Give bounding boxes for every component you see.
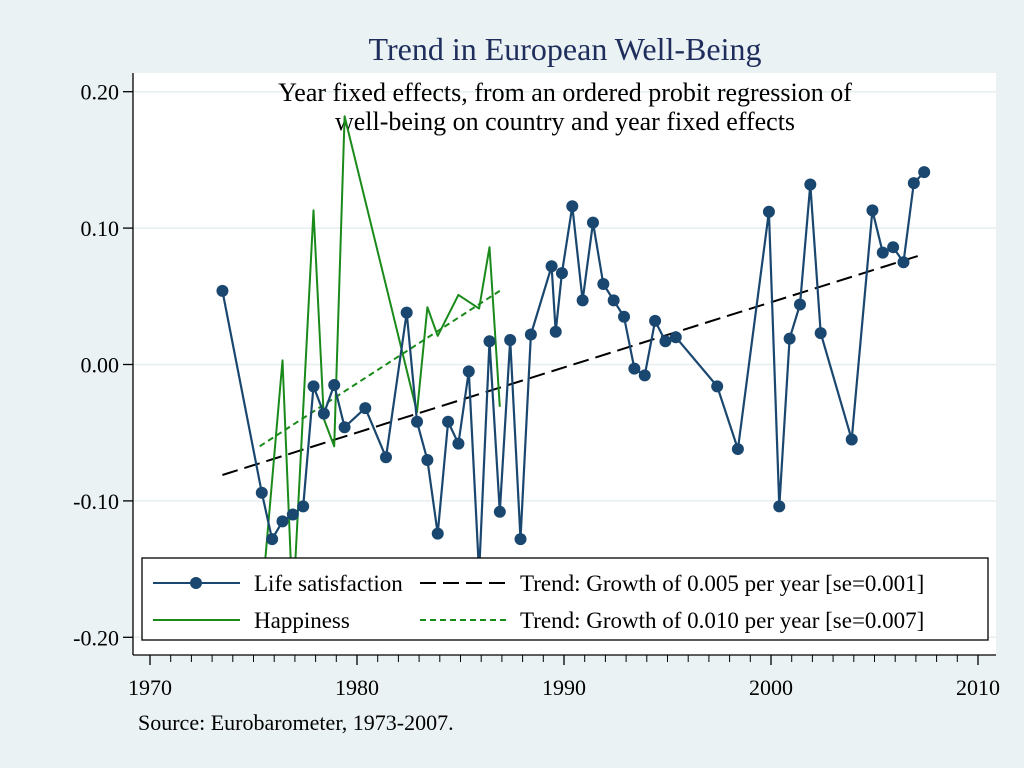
y-tick-label-1: 0.10: [81, 216, 120, 241]
life-satisfaction-point-7: [317, 407, 330, 420]
x-tick-label-1: 1980: [335, 675, 379, 700]
life-satisfaction-point-1: [255, 486, 268, 499]
life-satisfaction-point-10: [359, 402, 372, 415]
subtitle-line-2: well-being on country and year fixed eff…: [335, 107, 795, 136]
series-line-3: [259, 288, 503, 448]
chart-title: Trend in European Well-Being: [369, 31, 762, 67]
life-satisfaction-point-30: [586, 216, 599, 229]
source-note: Source: Eurobarometer, 1973-2007.: [138, 710, 454, 735]
life-satisfaction-point-23: [514, 533, 527, 546]
life-satisfaction-point-28: [566, 200, 579, 213]
life-satisfaction-point-13: [411, 415, 424, 428]
life-satisfaction-point-6: [307, 380, 320, 393]
life-satisfaction-point-27: [555, 267, 568, 280]
life-satisfaction-point-35: [638, 369, 651, 382]
life-satisfaction-point-32: [607, 294, 620, 307]
life-satisfaction-point-8: [328, 378, 341, 391]
x-tick-label-3: 2000: [749, 675, 793, 700]
x-tick-label-4: 2010: [956, 675, 1000, 700]
life-satisfaction-point-9: [338, 421, 351, 434]
subtitle-line-1: Year fixed effects, from an ordered prob…: [278, 78, 852, 107]
y-tick-label-3: -0.10: [73, 489, 119, 514]
x-tick-label-2: 1990: [542, 675, 586, 700]
life-satisfaction-point-41: [762, 205, 775, 218]
life-satisfaction-point-53: [918, 166, 931, 179]
y-tick-label-0: 0.20: [81, 80, 120, 105]
life-satisfaction-point-43: [783, 332, 796, 345]
life-satisfaction-point-38: [669, 331, 682, 344]
life-satisfaction-point-25: [545, 260, 558, 273]
life-satisfaction-point-44: [793, 298, 806, 311]
legend-label-life-satisfaction: Life satisfaction: [254, 571, 403, 596]
life-satisfaction-point-2: [266, 533, 279, 546]
gridlines: [133, 90, 996, 639]
life-satisfaction-point-26: [549, 325, 562, 338]
x-tick-label-0: 1970: [128, 675, 172, 700]
life-satisfaction-point-3: [276, 515, 289, 528]
life-satisfaction-point-48: [866, 204, 879, 217]
life-satisfaction-point-24: [524, 328, 537, 341]
series-layer: [216, 115, 931, 624]
y-tick-label-2: 0.00: [81, 353, 120, 378]
life-satisfaction-point-49: [876, 246, 889, 259]
life-satisfaction-point-37: [659, 335, 672, 348]
life-satisfaction-point-46: [814, 327, 827, 340]
life-satisfaction-point-0: [216, 284, 229, 297]
legend-label-happiness: Happiness: [254, 608, 350, 633]
life-satisfaction-point-11: [379, 451, 392, 464]
life-satisfaction-point-40: [731, 443, 744, 456]
life-satisfaction-point-52: [907, 177, 920, 190]
chart-subtitle: Year fixed effects, from an ordered prob…: [278, 78, 852, 136]
legend-label-trend-happiness: Trend: Growth of 0.010 per year [se=0.00…: [520, 608, 924, 633]
life-satisfaction-point-45: [804, 178, 817, 191]
y-tick-label-4: -0.20: [73, 625, 119, 650]
legend-box: [141, 557, 989, 641]
life-satisfaction-point-31: [597, 278, 610, 291]
life-satisfaction-point-17: [452, 437, 465, 450]
life-satisfaction-point-34: [628, 362, 641, 375]
legend: Life satisfaction Trend: Growth of 0.005…: [141, 557, 989, 641]
life-satisfaction-point-14: [421, 453, 434, 466]
life-satisfaction-point-22: [504, 333, 517, 346]
legend-label-trend-life: Trend: Growth of 0.005 per year [se=0.00…: [520, 571, 924, 596]
life-satisfaction-point-36: [649, 314, 662, 327]
life-satisfaction-point-15: [431, 527, 444, 540]
series-line-2: [222, 253, 925, 476]
axes-ticks: 0.20 0.10 0.00 -0.10 -0.20 1970 1980 1990 2000 20…: [73, 80, 1000, 700]
life-satisfaction-point-18: [462, 365, 475, 378]
life-satisfaction-point-51: [897, 256, 910, 269]
life-satisfaction-point-47: [845, 433, 858, 446]
series-line-1: [258, 115, 501, 624]
life-satisfaction-point-20: [483, 335, 496, 348]
life-satisfaction-point-16: [442, 415, 455, 428]
life-satisfaction-point-4: [286, 508, 299, 521]
life-satisfaction-point-5: [297, 500, 310, 513]
life-satisfaction-point-42: [773, 500, 786, 513]
life-satisfaction-point-50: [887, 241, 900, 254]
life-satisfaction-point-21: [493, 505, 506, 518]
life-satisfaction-point-33: [618, 310, 631, 323]
life-satisfaction-point-39: [711, 380, 724, 393]
life-satisfaction-point-12: [400, 306, 413, 319]
legend-marker-life-satisfaction: [190, 577, 202, 589]
series-line-0: [221, 171, 925, 575]
life-satisfaction-point-29: [576, 294, 589, 307]
